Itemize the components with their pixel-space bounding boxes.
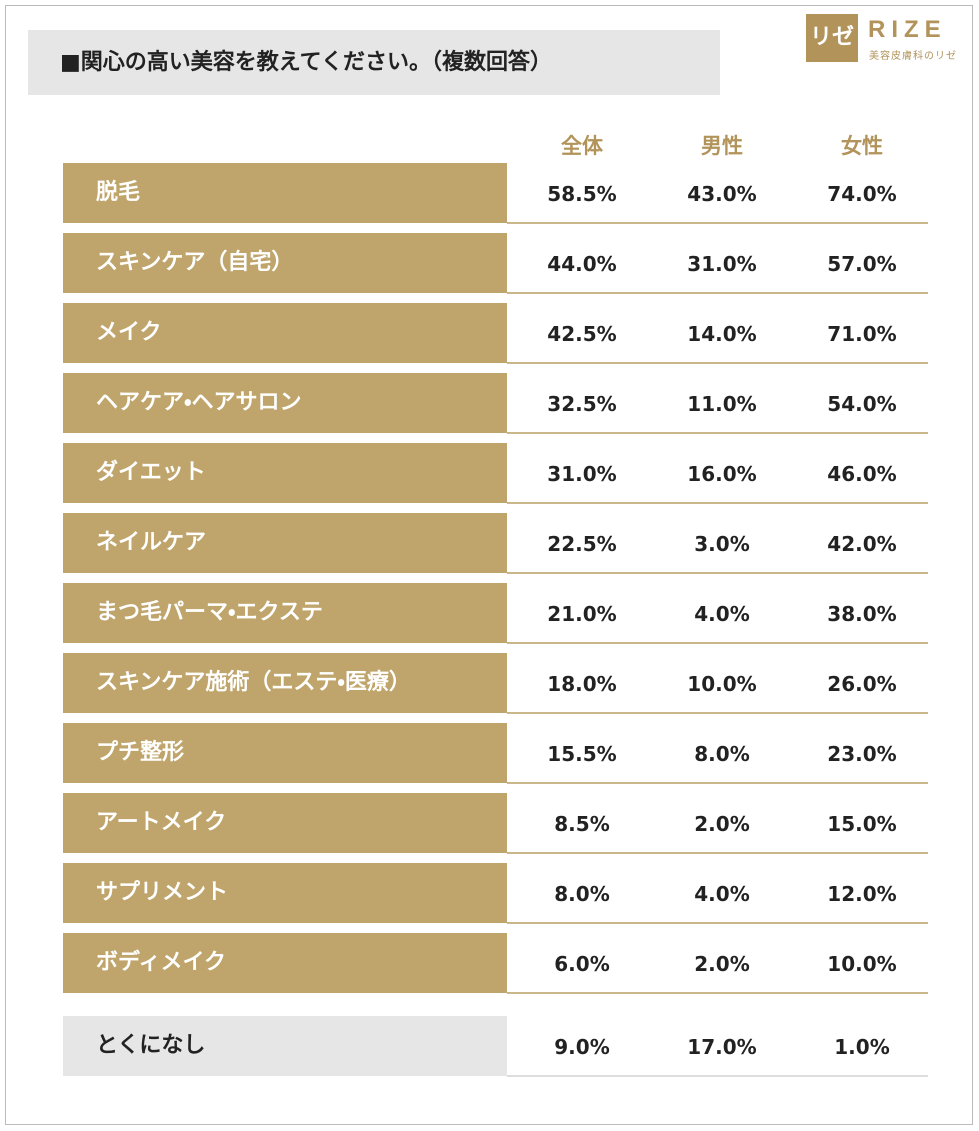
row-rule [507, 852, 928, 854]
cell: 42.0% [827, 532, 897, 556]
cell: 3.0% [694, 532, 750, 556]
row-rule [507, 922, 928, 924]
row-label: ダイエット [63, 443, 507, 503]
row-label: ボディメイク [63, 933, 507, 993]
cell: 38.0% [827, 602, 897, 626]
cell: 1.0% [834, 1035, 890, 1059]
row-label: プチ整形 [63, 723, 507, 783]
cell: 43.0% [687, 182, 757, 206]
title: ■関心の高い美容を教えてください。（複数回答） [28, 30, 720, 95]
cell: 54.0% [827, 392, 897, 416]
cell: 32.5% [547, 392, 617, 416]
row-label: アートメイク [63, 793, 507, 853]
cell: 26.0% [827, 672, 897, 696]
row-label: サプリメント [63, 863, 507, 923]
row-rule [507, 642, 928, 644]
cell: 31.0% [687, 252, 757, 276]
frame [5, 5, 973, 1125]
row-label: まつ毛パーマ・エクステ [63, 583, 507, 643]
cell: 14.0% [687, 322, 757, 346]
row-label: とくになし [63, 1016, 507, 1076]
cell: 8.0% [554, 882, 610, 906]
cell: 2.0% [694, 952, 750, 976]
cell: 44.0% [547, 252, 617, 276]
cell: 22.5% [547, 532, 617, 556]
row-rule [507, 432, 928, 434]
cell: 10.0% [687, 672, 757, 696]
cell: 8.5% [554, 812, 610, 836]
cell: 10.0% [827, 952, 897, 976]
row-label: 脱毛 [63, 163, 507, 223]
cell: 21.0% [547, 602, 617, 626]
cell: 42.5% [547, 322, 617, 346]
row-label: スキンケア施術（エステ・医療） [63, 653, 507, 713]
cell: 4.0% [694, 602, 750, 626]
cell: 17.0% [687, 1035, 757, 1059]
row-label: スキンケア（自宅） [63, 233, 507, 293]
cell: 9.0% [554, 1035, 610, 1059]
cell: 74.0% [827, 182, 897, 206]
logo-mark: リゼ [806, 14, 858, 62]
row-rule [507, 992, 928, 994]
logo-subtitle: 美容皮膚科のリゼ [869, 51, 957, 62]
cell: 15.0% [827, 812, 897, 836]
row-rule [507, 572, 928, 574]
column-header: 男性 [701, 134, 743, 158]
cell: 18.0% [547, 672, 617, 696]
cell: 2.0% [694, 812, 750, 836]
cell: 46.0% [827, 462, 897, 486]
cell: 71.0% [827, 322, 897, 346]
column-header: 女性 [841, 134, 883, 158]
cell: 11.0% [687, 392, 757, 416]
row-rule [507, 502, 928, 504]
row-rule [507, 222, 928, 224]
cell: 58.5% [547, 182, 617, 206]
cell: 23.0% [827, 742, 897, 766]
row-label: ネイルケア [63, 513, 507, 573]
cell: 6.0% [554, 952, 610, 976]
logo-name: RIZE [868, 16, 947, 43]
row-rule [507, 362, 928, 364]
cell: 31.0% [547, 462, 617, 486]
cell: 57.0% [827, 252, 897, 276]
row-rule [507, 712, 928, 714]
row-rule [507, 1075, 928, 1077]
row-rule [507, 292, 928, 294]
row-label: メイク [63, 303, 507, 363]
cell: 8.0% [694, 742, 750, 766]
cell: 15.5% [547, 742, 617, 766]
cell: 4.0% [694, 882, 750, 906]
cell: 12.0% [827, 882, 897, 906]
cell: 16.0% [687, 462, 757, 486]
row-label: ヘアケア・ヘアサロン [63, 373, 507, 433]
column-header: 全体 [561, 134, 603, 158]
row-rule [507, 782, 928, 784]
